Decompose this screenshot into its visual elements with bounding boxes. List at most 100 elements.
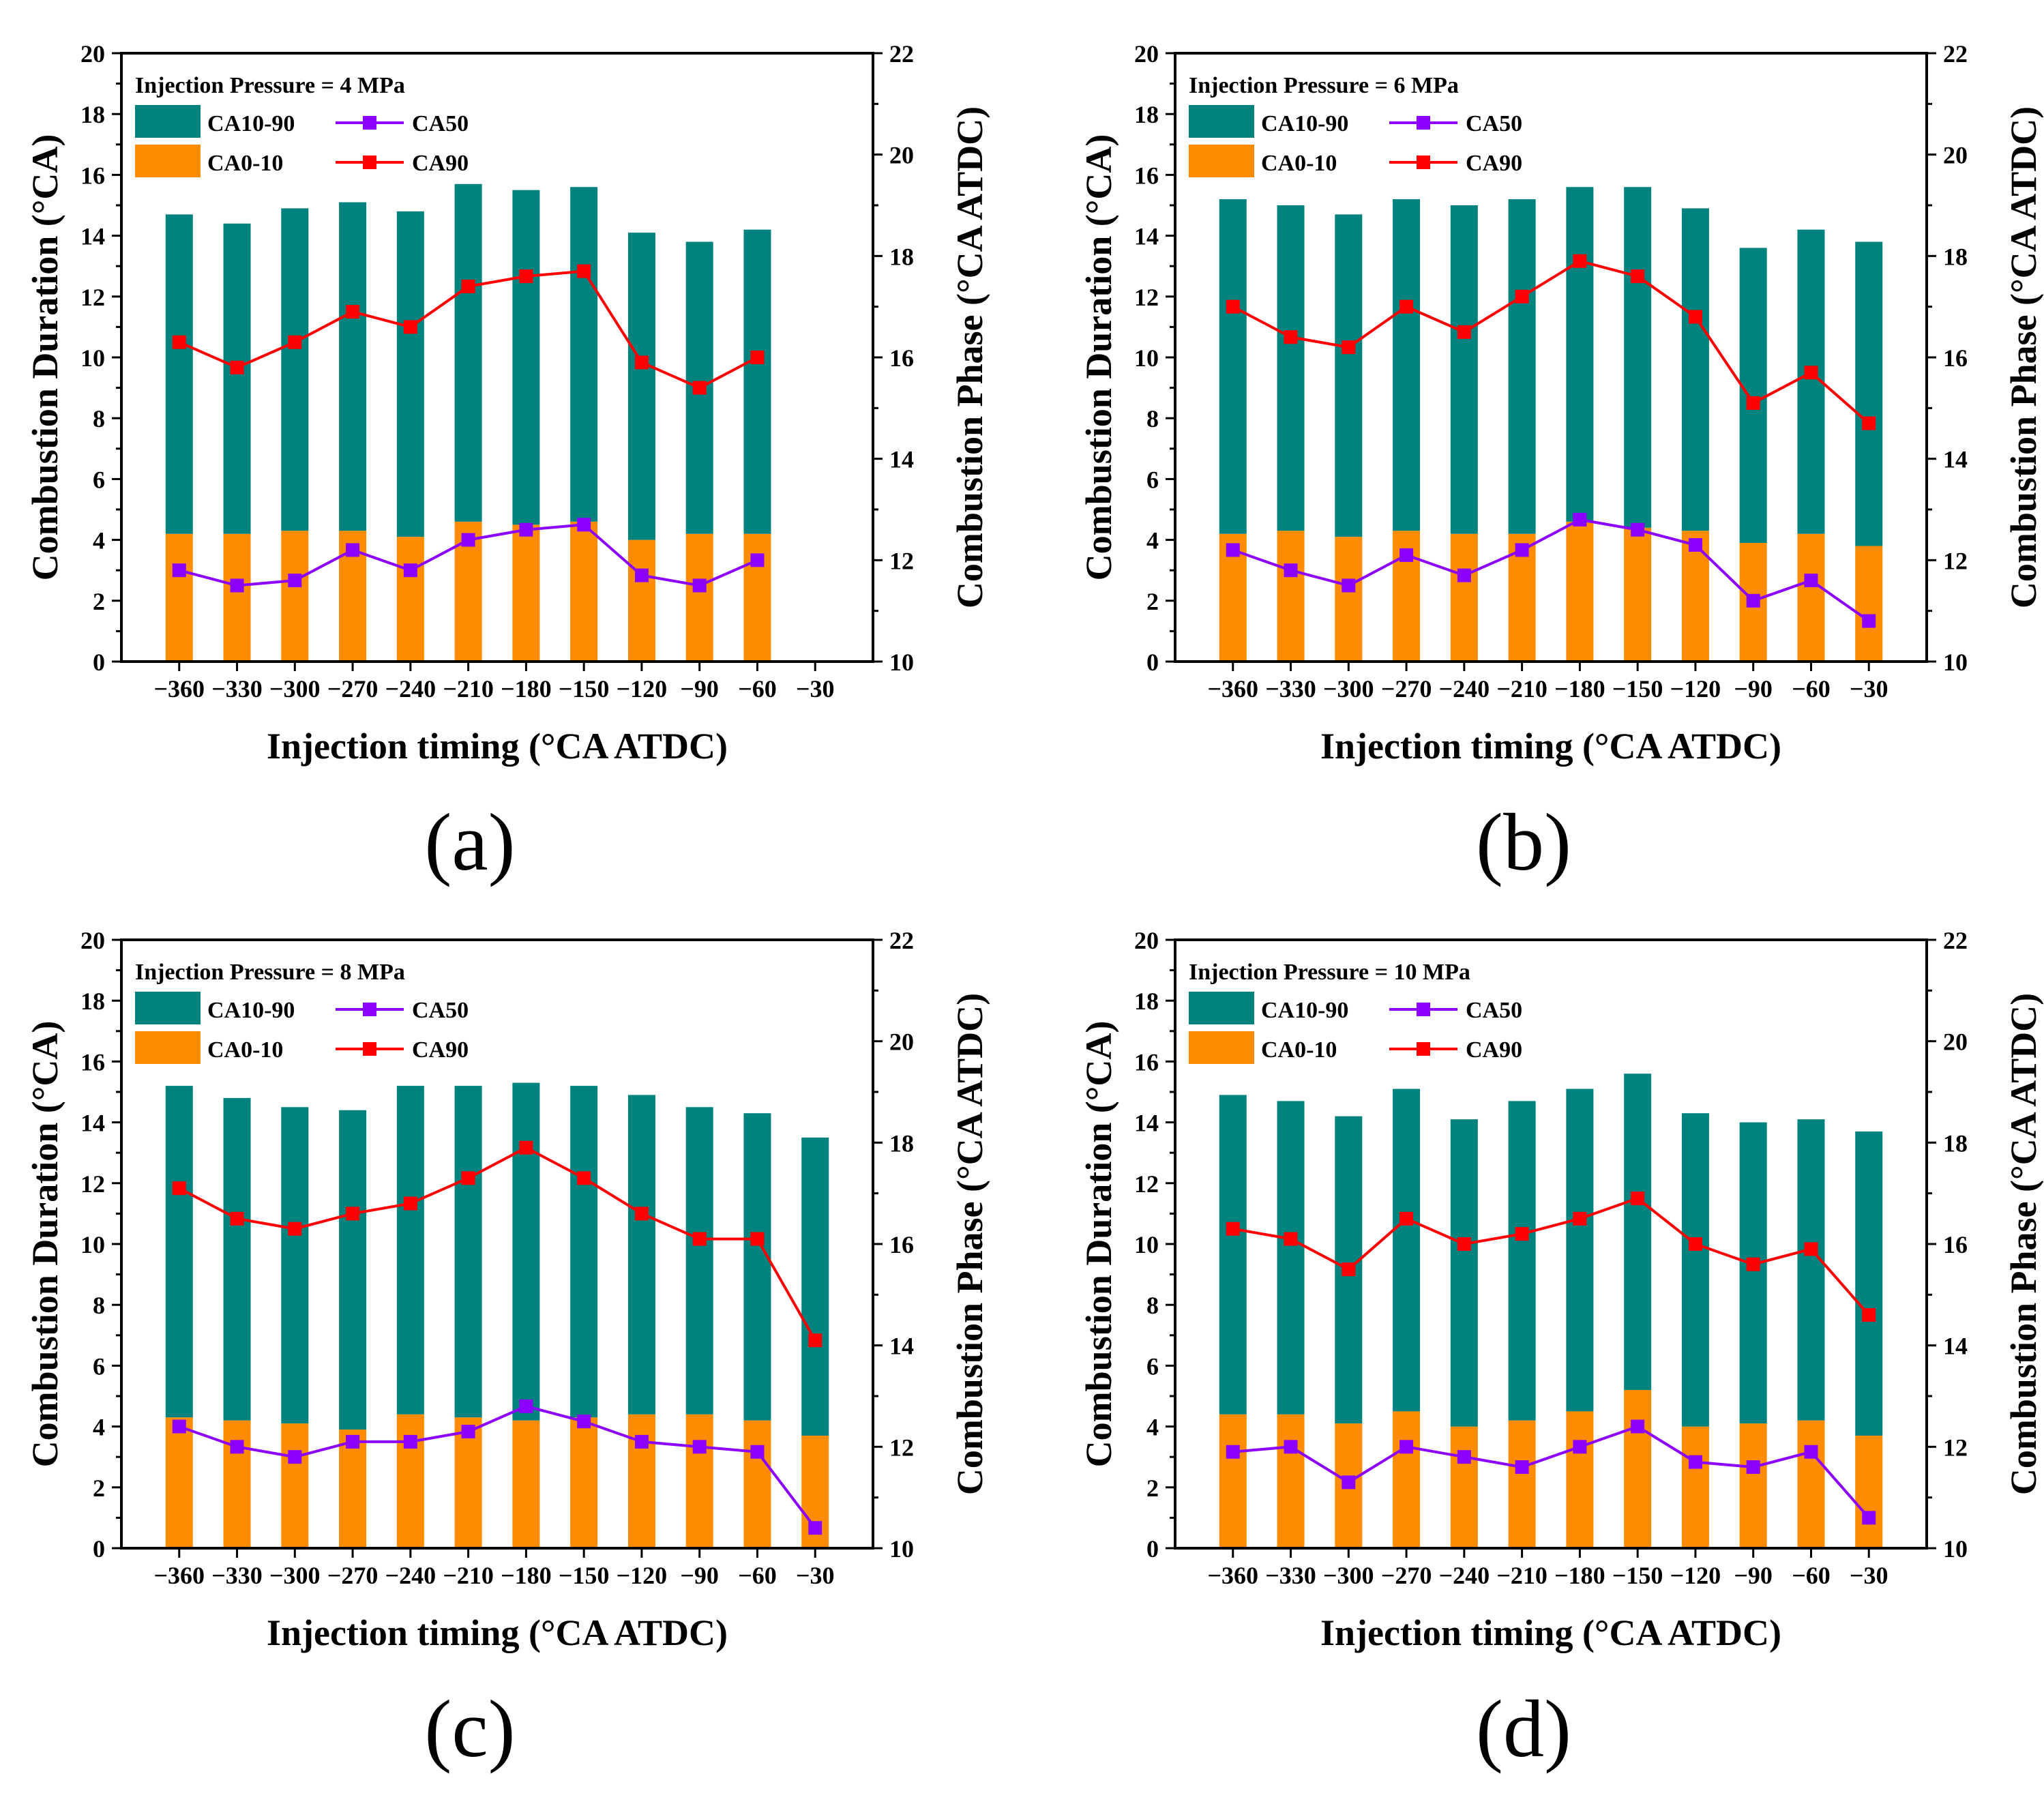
y-axis-title: Combustion Duration (°CA) <box>25 134 65 581</box>
y2-axis-title: Combustion Phase (°CA ATDC) <box>2003 993 2044 1495</box>
line-ca50 <box>1232 518 1870 623</box>
x-tick-label: −210 <box>443 675 494 702</box>
marker-ca90 <box>346 305 360 319</box>
marker-ca50 <box>750 553 765 567</box>
marker-ca90 <box>230 360 244 374</box>
bar-ca0-10 <box>685 533 713 662</box>
marker-ca90 <box>403 1196 417 1211</box>
bar-ca0-10 <box>512 1420 540 1548</box>
bar-ca0-10 <box>1508 1420 1536 1548</box>
y2-tick-label: 16 <box>1943 344 1968 372</box>
marker-ca90 <box>346 1207 360 1221</box>
x-tick-label: −240 <box>1439 675 1490 702</box>
y2-axis-title: Combustion Phase (°CA ATDC) <box>2003 106 2044 608</box>
bar-ca0-10 <box>1681 1426 1709 1548</box>
legend-label-ca0-10: CA0-10 <box>1261 151 1337 176</box>
y-axis-title: Combustion Duration (°CA) <box>1078 134 1119 581</box>
bar-ca0-10 <box>1393 1411 1421 1548</box>
x-tick-label: −60 <box>1792 1562 1831 1589</box>
legend-label-ca0-10: CA0-10 <box>207 1037 283 1063</box>
legend-title: Injection Pressure = 4 MPa <box>135 73 405 98</box>
bar-ca10-90 <box>1739 248 1767 544</box>
marker-ca90 <box>461 1171 475 1185</box>
marker-ca90 <box>1399 299 1414 314</box>
y2-tick-label: 18 <box>889 1129 914 1157</box>
marker-ca50 <box>634 568 649 582</box>
x-tick-label: −150 <box>1612 1562 1663 1589</box>
bar-ca0-10 <box>165 533 193 662</box>
y-tick-label: 10 <box>80 1231 105 1258</box>
y-tick-label: 2 <box>1146 1475 1159 1502</box>
x-tick-label: −90 <box>1734 675 1773 702</box>
legend-label-ca50: CA50 <box>412 998 469 1023</box>
marker-ca90 <box>1515 289 1529 304</box>
line-ca50 <box>1232 1425 1870 1519</box>
marker-ca50 <box>1688 1455 1702 1469</box>
y2-tick-label: 10 <box>889 1535 914 1563</box>
bar-ca10-90 <box>396 211 424 537</box>
marker-ca90 <box>1284 1232 1298 1246</box>
marker-ca90 <box>577 264 591 278</box>
marker-ca50 <box>1804 1445 1818 1459</box>
marker-ca50 <box>1573 512 1587 527</box>
marker-ca90 <box>1804 366 1818 380</box>
bar-ca10-90 <box>685 1107 713 1415</box>
y-tick-label: 20 <box>80 40 105 68</box>
marker-ca90 <box>172 335 186 349</box>
marker-ca90 <box>692 1232 707 1246</box>
marker-ca50 <box>1226 543 1240 557</box>
legend-marker-ca50 <box>1417 116 1430 130</box>
x-tick-label: −270 <box>1381 1562 1432 1589</box>
marker-ca50 <box>461 1425 475 1439</box>
bar-ca10-90 <box>223 223 251 534</box>
marker-ca50 <box>1688 538 1702 552</box>
y2-axis-title: Combustion Phase (°CA ATDC) <box>949 106 990 608</box>
y2-tick-label: 22 <box>889 40 914 68</box>
y-tick-label: 8 <box>1146 1292 1159 1319</box>
y-tick-label: 12 <box>1134 284 1159 311</box>
marker-ca90 <box>1457 325 1471 339</box>
bar-ca0-10 <box>743 1420 771 1548</box>
x-tick-label: −240 <box>385 1562 436 1589</box>
x-tick-label: −90 <box>680 1562 719 1589</box>
marker-ca90 <box>1284 330 1298 344</box>
marker-ca90 <box>1515 1227 1529 1241</box>
y-tick-label: 6 <box>93 466 105 493</box>
legend-marker-ca90 <box>363 1042 376 1056</box>
legend-title: Injection Pressure = 10 MPa <box>1189 960 1470 985</box>
legend-label-ca90: CA90 <box>1466 151 1522 176</box>
legend-swatch-ca10-90 <box>135 105 201 138</box>
y-tick-label: 14 <box>80 223 105 250</box>
bar-ca10-90 <box>1624 1074 1652 1391</box>
bar-ca10-90 <box>339 1110 367 1430</box>
marker-ca50 <box>461 533 475 547</box>
line-ca90 <box>178 1146 816 1342</box>
y-axis-title: Combustion Duration (°CA) <box>25 1021 65 1468</box>
legend-label-ca50: CA50 <box>1466 998 1522 1023</box>
marker-ca50 <box>577 518 591 532</box>
line-ca50 <box>179 1404 816 1529</box>
y-tick-label: 10 <box>1134 1231 1159 1258</box>
y-tick-label: 18 <box>1134 101 1159 128</box>
bar-ca10-90 <box>570 1086 598 1418</box>
y2-tick-label: 10 <box>889 649 914 676</box>
x-tick-label: −150 <box>559 675 610 702</box>
bar-ca0-10 <box>1277 1414 1305 1548</box>
marker-ca50 <box>1284 1440 1298 1454</box>
marker-ca50 <box>288 1450 302 1464</box>
x-tick-label: −210 <box>1496 675 1547 702</box>
marker-ca90 <box>1457 1237 1471 1251</box>
bar-ca0-10 <box>1797 1420 1825 1548</box>
marker-ca90 <box>1342 1262 1356 1277</box>
y-tick-label: 20 <box>1134 40 1159 68</box>
legend-label-ca10-90: CA10-90 <box>1261 111 1348 136</box>
y-tick-label: 12 <box>80 284 105 311</box>
x-tick-label: −300 <box>269 1562 321 1589</box>
x-tick-label: −120 <box>617 675 668 702</box>
bar-ca10-90 <box>1508 1101 1536 1421</box>
y-tick-label: 0 <box>93 649 105 676</box>
marker-ca50 <box>1515 543 1529 557</box>
bar-ca0-10 <box>570 1417 598 1548</box>
x-tick-label: −270 <box>327 675 379 702</box>
x-tick-label: −210 <box>443 1562 494 1589</box>
